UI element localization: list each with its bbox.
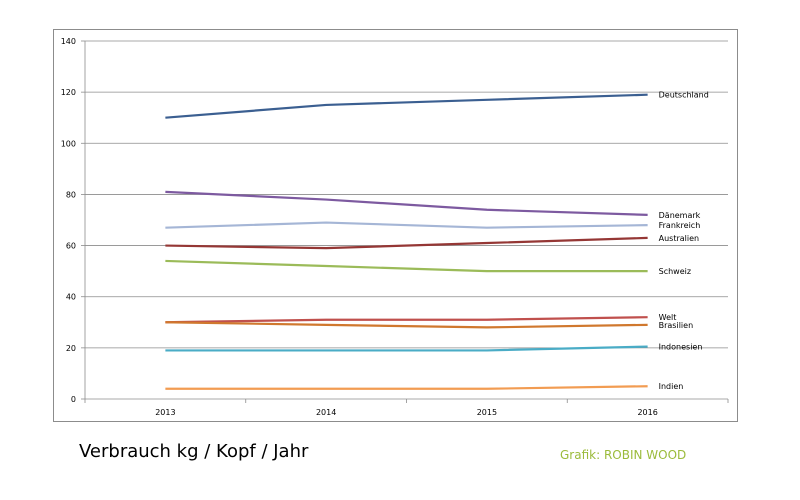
y-tick-label: 60 bbox=[66, 242, 76, 251]
y-tick-label: 80 bbox=[66, 190, 76, 199]
chart-caption: Verbrauch kg / Kopf / Jahr bbox=[79, 441, 309, 462]
x-tick-label: 2016 bbox=[637, 408, 657, 417]
series-label: Australien bbox=[659, 234, 699, 243]
series-label: Schweiz bbox=[659, 267, 691, 276]
x-tick-label: 2015 bbox=[477, 408, 497, 417]
series-line bbox=[165, 221, 648, 229]
credit-text: Grafik: ROBIN WOOD bbox=[560, 448, 687, 462]
y-tick-label: 0 bbox=[71, 395, 76, 404]
series-label: Deutschland bbox=[659, 91, 709, 100]
y-tick-label: 100 bbox=[61, 139, 76, 148]
series-line bbox=[165, 93, 648, 119]
series-line bbox=[165, 259, 648, 273]
series-label: Brasilien bbox=[659, 321, 694, 330]
y-tick-label: 140 bbox=[61, 37, 76, 46]
series-line bbox=[165, 316, 648, 324]
series-label: Indien bbox=[659, 382, 684, 391]
series-line bbox=[165, 385, 648, 390]
line-chart: 0 20 40 60 80 100 120 140 2013 2014 2015 2016 Deutsc… bbox=[61, 37, 729, 417]
x-tick-label: 2013 bbox=[155, 408, 175, 417]
series-line bbox=[165, 236, 648, 250]
x-tick-label: 2014 bbox=[316, 408, 336, 417]
y-tick-label: 40 bbox=[66, 293, 76, 302]
series-label: Frankreich bbox=[659, 221, 701, 230]
y-tick-label: 120 bbox=[61, 88, 76, 97]
series-label: Dänemark bbox=[659, 211, 701, 220]
series-line bbox=[165, 321, 648, 329]
series-label: Welt bbox=[659, 313, 677, 322]
series-line bbox=[165, 345, 648, 352]
chart-frame: 0 20 40 60 80 100 120 140 2013 2014 2015 2016 Deutsc… bbox=[53, 29, 738, 422]
series-label: Indonesien bbox=[659, 343, 703, 352]
series-line bbox=[165, 190, 648, 216]
y-tick-label: 20 bbox=[66, 344, 76, 353]
